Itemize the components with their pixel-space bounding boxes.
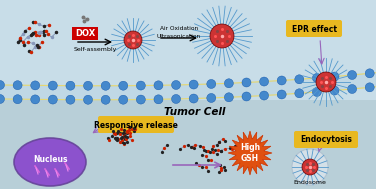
Circle shape [312,88,321,96]
Circle shape [119,81,128,90]
Circle shape [224,79,233,88]
Circle shape [210,24,234,48]
Circle shape [31,95,40,104]
FancyBboxPatch shape [98,116,174,133]
Text: Nucleus: Nucleus [33,156,67,164]
Circle shape [242,92,251,101]
Circle shape [49,95,57,104]
Circle shape [49,81,57,90]
Circle shape [101,81,110,90]
Circle shape [207,94,216,102]
Circle shape [365,83,374,92]
Circle shape [330,86,339,95]
Text: Air Oxidation: Air Oxidation [160,26,198,30]
Text: EPR effect: EPR effect [291,25,337,33]
FancyBboxPatch shape [294,131,358,148]
Circle shape [119,95,128,104]
Ellipse shape [14,138,86,186]
Circle shape [66,95,75,104]
Circle shape [295,89,304,98]
Text: DOX: DOX [75,29,95,39]
Circle shape [295,75,304,84]
Polygon shape [228,131,272,175]
Circle shape [259,77,268,86]
Text: Responsive release: Responsive release [94,121,178,129]
Circle shape [136,95,146,104]
Circle shape [124,31,142,49]
Circle shape [66,81,75,90]
Circle shape [207,79,216,88]
Circle shape [171,81,180,89]
Circle shape [0,94,5,104]
Circle shape [302,159,318,175]
Circle shape [292,149,328,185]
Text: Self-assembly: Self-assembly [73,47,117,53]
Circle shape [312,74,321,82]
Text: Endosome: Endosome [294,180,326,185]
Circle shape [31,81,40,90]
FancyBboxPatch shape [72,27,98,40]
Circle shape [101,95,110,104]
Circle shape [224,93,233,102]
Circle shape [13,95,22,104]
Circle shape [316,72,336,92]
Circle shape [83,81,92,90]
Circle shape [154,81,163,90]
Text: High
GSH: High GSH [240,143,260,163]
FancyBboxPatch shape [0,100,376,189]
Circle shape [330,72,339,81]
Circle shape [277,76,286,85]
Circle shape [242,78,251,87]
Text: Endocytosis: Endocytosis [300,136,352,145]
Circle shape [171,94,180,104]
Circle shape [154,95,163,104]
Circle shape [0,81,5,90]
Circle shape [136,81,146,90]
Circle shape [347,70,356,80]
Circle shape [347,84,356,94]
Circle shape [277,90,286,99]
Circle shape [189,80,198,89]
FancyBboxPatch shape [286,20,342,37]
Text: Ultrasonication: Ultrasonication [157,33,201,39]
Circle shape [13,81,22,90]
Circle shape [259,91,268,100]
Text: Tumor Cell: Tumor Cell [164,107,226,117]
Circle shape [83,95,92,104]
Circle shape [365,69,374,78]
Circle shape [189,94,198,103]
